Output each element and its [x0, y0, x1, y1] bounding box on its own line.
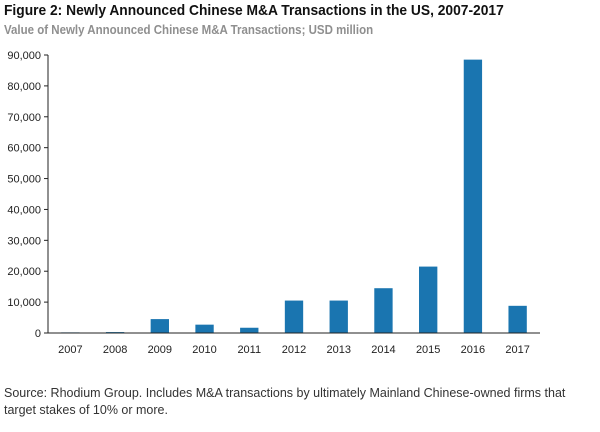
- bar-2016: [463, 59, 483, 334]
- y-tick-label: 70,000: [7, 112, 41, 124]
- x-tick-label: 2017: [505, 344, 529, 356]
- x-tick-label: 2010: [192, 344, 216, 356]
- bar-2011: [240, 327, 259, 333]
- y-tick-label: 20,000: [7, 266, 41, 278]
- bar-chart: 0 10,000 20,000 30,000 40,000 50,000 60,000 70,…: [7, 50, 540, 356]
- y-tick-label: 80,000: [7, 81, 41, 93]
- x-tick-label: 2016: [461, 344, 485, 356]
- x-tick-label: 2011: [237, 344, 261, 356]
- x-tick-label: 2014: [371, 344, 395, 356]
- x-tick-label: 2009: [148, 344, 172, 356]
- x-tick-label: 2007: [58, 344, 82, 356]
- y-axis-ticks: 0 10,000 20,000 30,000 40,000 50,000 60,000 70,…: [7, 50, 48, 340]
- bar-2010: [195, 324, 214, 333]
- chart-title: Figure 2: Newly Announced Chinese M&A Tr…: [4, 2, 504, 19]
- source-note: Source: Rhodium Group. Includes M&A tran…: [4, 386, 566, 417]
- x-tick-label: 2013: [326, 344, 350, 356]
- bar-2013: [329, 300, 348, 333]
- bar-2017: [508, 305, 527, 333]
- bar-2012: [284, 300, 304, 333]
- y-tick-label: 30,000: [7, 235, 41, 247]
- chart-subtitle: Value of Newly Announced Chinese M&A Tra…: [4, 23, 374, 37]
- y-tick-label: 60,000: [7, 143, 41, 155]
- x-axis-ticks: 2007 2008 2009 2010 2011 2012 2013 2014 2015 2016…: [58, 344, 530, 356]
- bar-2014: [374, 288, 393, 333]
- y-tick-label: 50,000: [7, 174, 41, 186]
- x-tick-label: 2012: [282, 344, 306, 356]
- y-tick-label: 10,000: [7, 297, 41, 309]
- x-tick-label: 2008: [103, 344, 127, 356]
- bar-2009: [150, 319, 169, 333]
- y-tick-label: 90,000: [7, 50, 41, 62]
- bar-2015: [419, 266, 438, 333]
- bars: [61, 59, 527, 334]
- y-tick-label: 0: [35, 328, 41, 340]
- y-tick-label: 40,000: [7, 204, 41, 216]
- x-tick-label: 2015: [416, 344, 440, 356]
